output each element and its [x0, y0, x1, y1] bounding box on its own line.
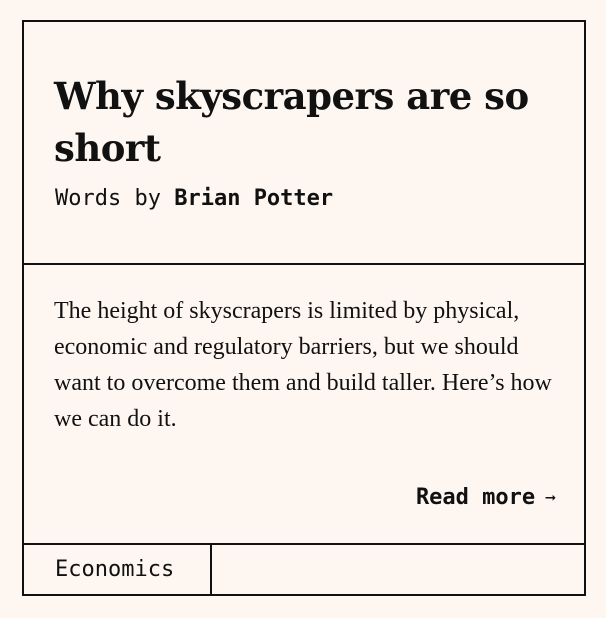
- article-title: Why skyscrapers are so short: [54, 74, 529, 170]
- author-name: Brian Potter: [174, 186, 334, 211]
- byline-prefix: Words by: [55, 186, 161, 211]
- read-more-label: Read more: [415, 485, 536, 510]
- article-summary: The height of skyscrapers is limited by …: [54, 298, 552, 432]
- arrow-right-icon: ➞: [545, 488, 556, 509]
- article-card: Why skyscrapers are so short Words by Br…: [22, 20, 586, 596]
- article-body: The height of skyscrapers is limited by …: [24, 265, 584, 545]
- category-tag-label: Economics: [55, 557, 175, 582]
- article-header: Why skyscrapers are so short Words by Br…: [24, 22, 584, 265]
- byline: Words by Brian Potter: [55, 184, 333, 214]
- read-more-link[interactable]: Read more ➞: [416, 483, 556, 514]
- category-tag[interactable]: Economics: [24, 545, 212, 594]
- article-footer: Economics: [24, 545, 584, 594]
